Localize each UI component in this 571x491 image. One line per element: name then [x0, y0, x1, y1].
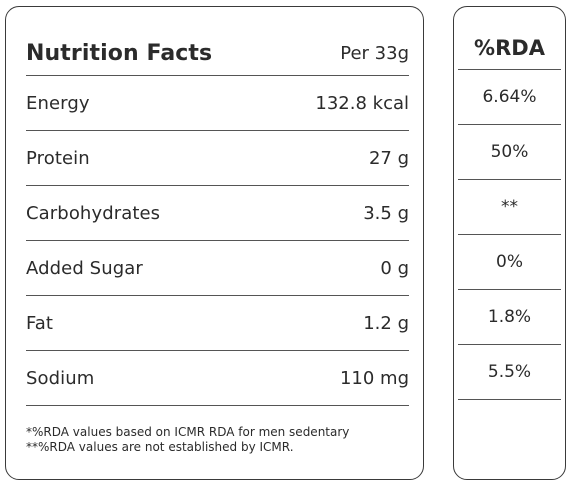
row-fat: Fat 1.2 g	[26, 296, 409, 351]
rda-carbohydrates: **	[458, 180, 561, 235]
nutrient-label: Carbohydrates	[26, 202, 161, 224]
rda-panel: %RDA 6.64% 50% ** 0% 1.8% 5.5%	[453, 6, 566, 480]
row-energy: Energy 132.8 kcal	[26, 76, 409, 131]
rda-fat: 1.8%	[458, 290, 561, 345]
nutrient-value: 132.8 kcal	[315, 92, 409, 114]
rda-header: %RDA	[458, 27, 561, 70]
nutrition-title: Nutrition Facts	[26, 40, 213, 66]
nutrient-value: 27 g	[368, 147, 409, 169]
rda-energy: 6.64%	[458, 70, 561, 125]
nutrient-label: Sodium	[26, 367, 95, 389]
nutrition-facts-panel: Nutrition Facts Per 33g Energy 132.8 kca…	[5, 6, 424, 480]
rda-added-sugar: 0%	[458, 235, 561, 290]
nutrient-label: Energy	[26, 92, 90, 114]
nutrient-value: 0 g	[380, 257, 409, 279]
rda-sodium: 5.5%	[458, 345, 561, 400]
row-sodium: Sodium 110 mg	[26, 351, 409, 406]
nutrient-label: Fat	[26, 312, 54, 334]
row-carbohydrates: Carbohydrates 3.5 g	[26, 186, 409, 241]
nutrient-label: Protein	[26, 147, 90, 169]
nutrient-value: 1.2 g	[363, 312, 409, 334]
row-protein: Protein 27 g	[26, 131, 409, 186]
footnote-rda-not-established: **%RDA values are not established by ICM…	[26, 440, 294, 454]
nutrient-value: 3.5 g	[363, 202, 409, 224]
nutrition-header-row: Nutrition Facts Per 33g	[26, 31, 409, 76]
nutrient-label: Added Sugar	[26, 257, 143, 279]
rda-protein: 50%	[458, 125, 561, 180]
nutrient-value: 110 mg	[339, 367, 409, 389]
footnote-rda-basis: *%RDA values based on ICMR RDA for men s…	[26, 425, 350, 439]
serving-size: Per 33g	[340, 42, 409, 64]
row-added-sugar: Added Sugar 0 g	[26, 241, 409, 296]
footnotes: *%RDA values based on ICMR RDA for men s…	[26, 425, 406, 455]
